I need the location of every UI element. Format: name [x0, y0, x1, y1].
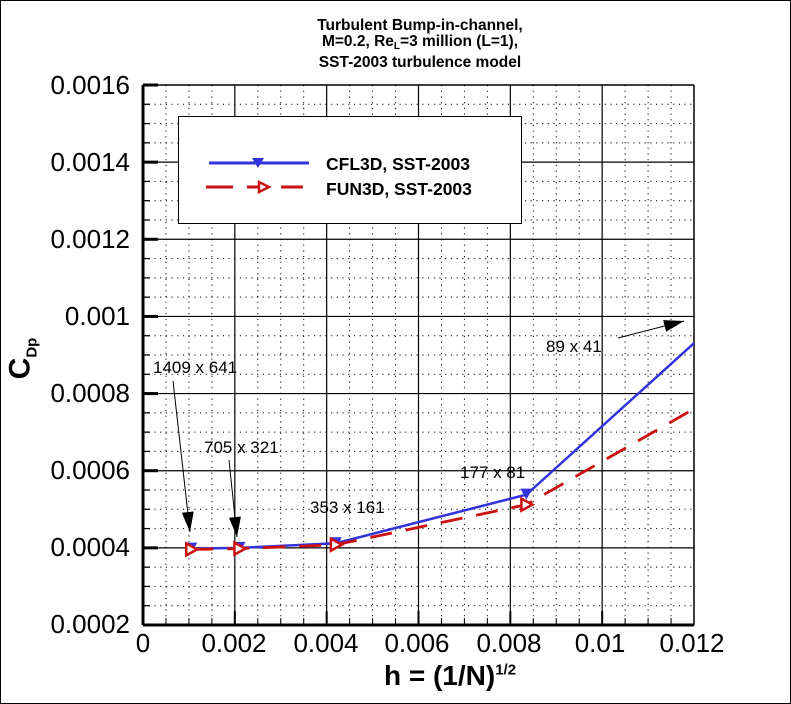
x-tick-label: 0.012 — [659, 628, 725, 658]
y-tick-label: 0.0006 — [50, 455, 130, 485]
x-tick-label: 0.004 — [293, 628, 359, 658]
triangle-right-open-icon — [257, 179, 272, 195]
chart-title: Turbulent Bump-in-channel, M=0.2, ReL=3 … — [270, 18, 570, 71]
legend-label-cfl3d: CFL3D, SST-2003 — [326, 154, 470, 174]
x-tick-label: 0 — [135, 628, 151, 658]
y-tick-label: 0.0008 — [50, 378, 130, 408]
legend-label-fun3d: FUN3D, SST-2003 — [326, 179, 472, 199]
annotation-grid-1409: 1409 x 641 — [153, 358, 238, 377]
triangle-down-icon — [252, 158, 264, 168]
y-tick-label: 0.0002 — [50, 609, 130, 639]
x-tick-label: 0.006 — [384, 628, 450, 658]
y-tick-label: 0.0016 — [50, 70, 130, 100]
x-tick-label: 0.002 — [201, 628, 267, 658]
x-axis-label: h = (1/N)1/2 — [383, 660, 517, 691]
annotation-arrows — [172, 320, 685, 538]
legend-swatches — [206, 158, 309, 195]
y-tick-label: 0.0012 — [50, 224, 130, 254]
y-tick-label: 0.0004 — [50, 532, 130, 562]
title-line-3: SST-2003 turbulence model — [318, 54, 522, 71]
y-axis-label: CDp — [3, 337, 41, 380]
axes-frame — [141, 83, 695, 627]
annotation-grid-89: 89 x 41 — [546, 337, 602, 356]
annotation-grid-353: 353 x 161 — [310, 498, 385, 517]
y-tick-label: 0.0014 — [50, 147, 130, 177]
y-tick-label: 0.001 — [64, 301, 130, 331]
x-tick-label: 0.01 — [574, 628, 626, 658]
data-series — [184, 341, 694, 558]
annotation-grid-177: 177 x 81 — [460, 463, 526, 482]
x-tick-label: 0.008 — [476, 628, 542, 658]
legend: CFL3D, SST-2003 FUN3D, SST-2003 — [178, 116, 522, 224]
title-line-1: Turbulent Bump-in-channel, — [317, 17, 523, 34]
title-line-2: M=0.2, ReL=3 million (L=1), — [321, 33, 519, 53]
annotation-grid-705: 705 x 321 — [204, 438, 279, 457]
